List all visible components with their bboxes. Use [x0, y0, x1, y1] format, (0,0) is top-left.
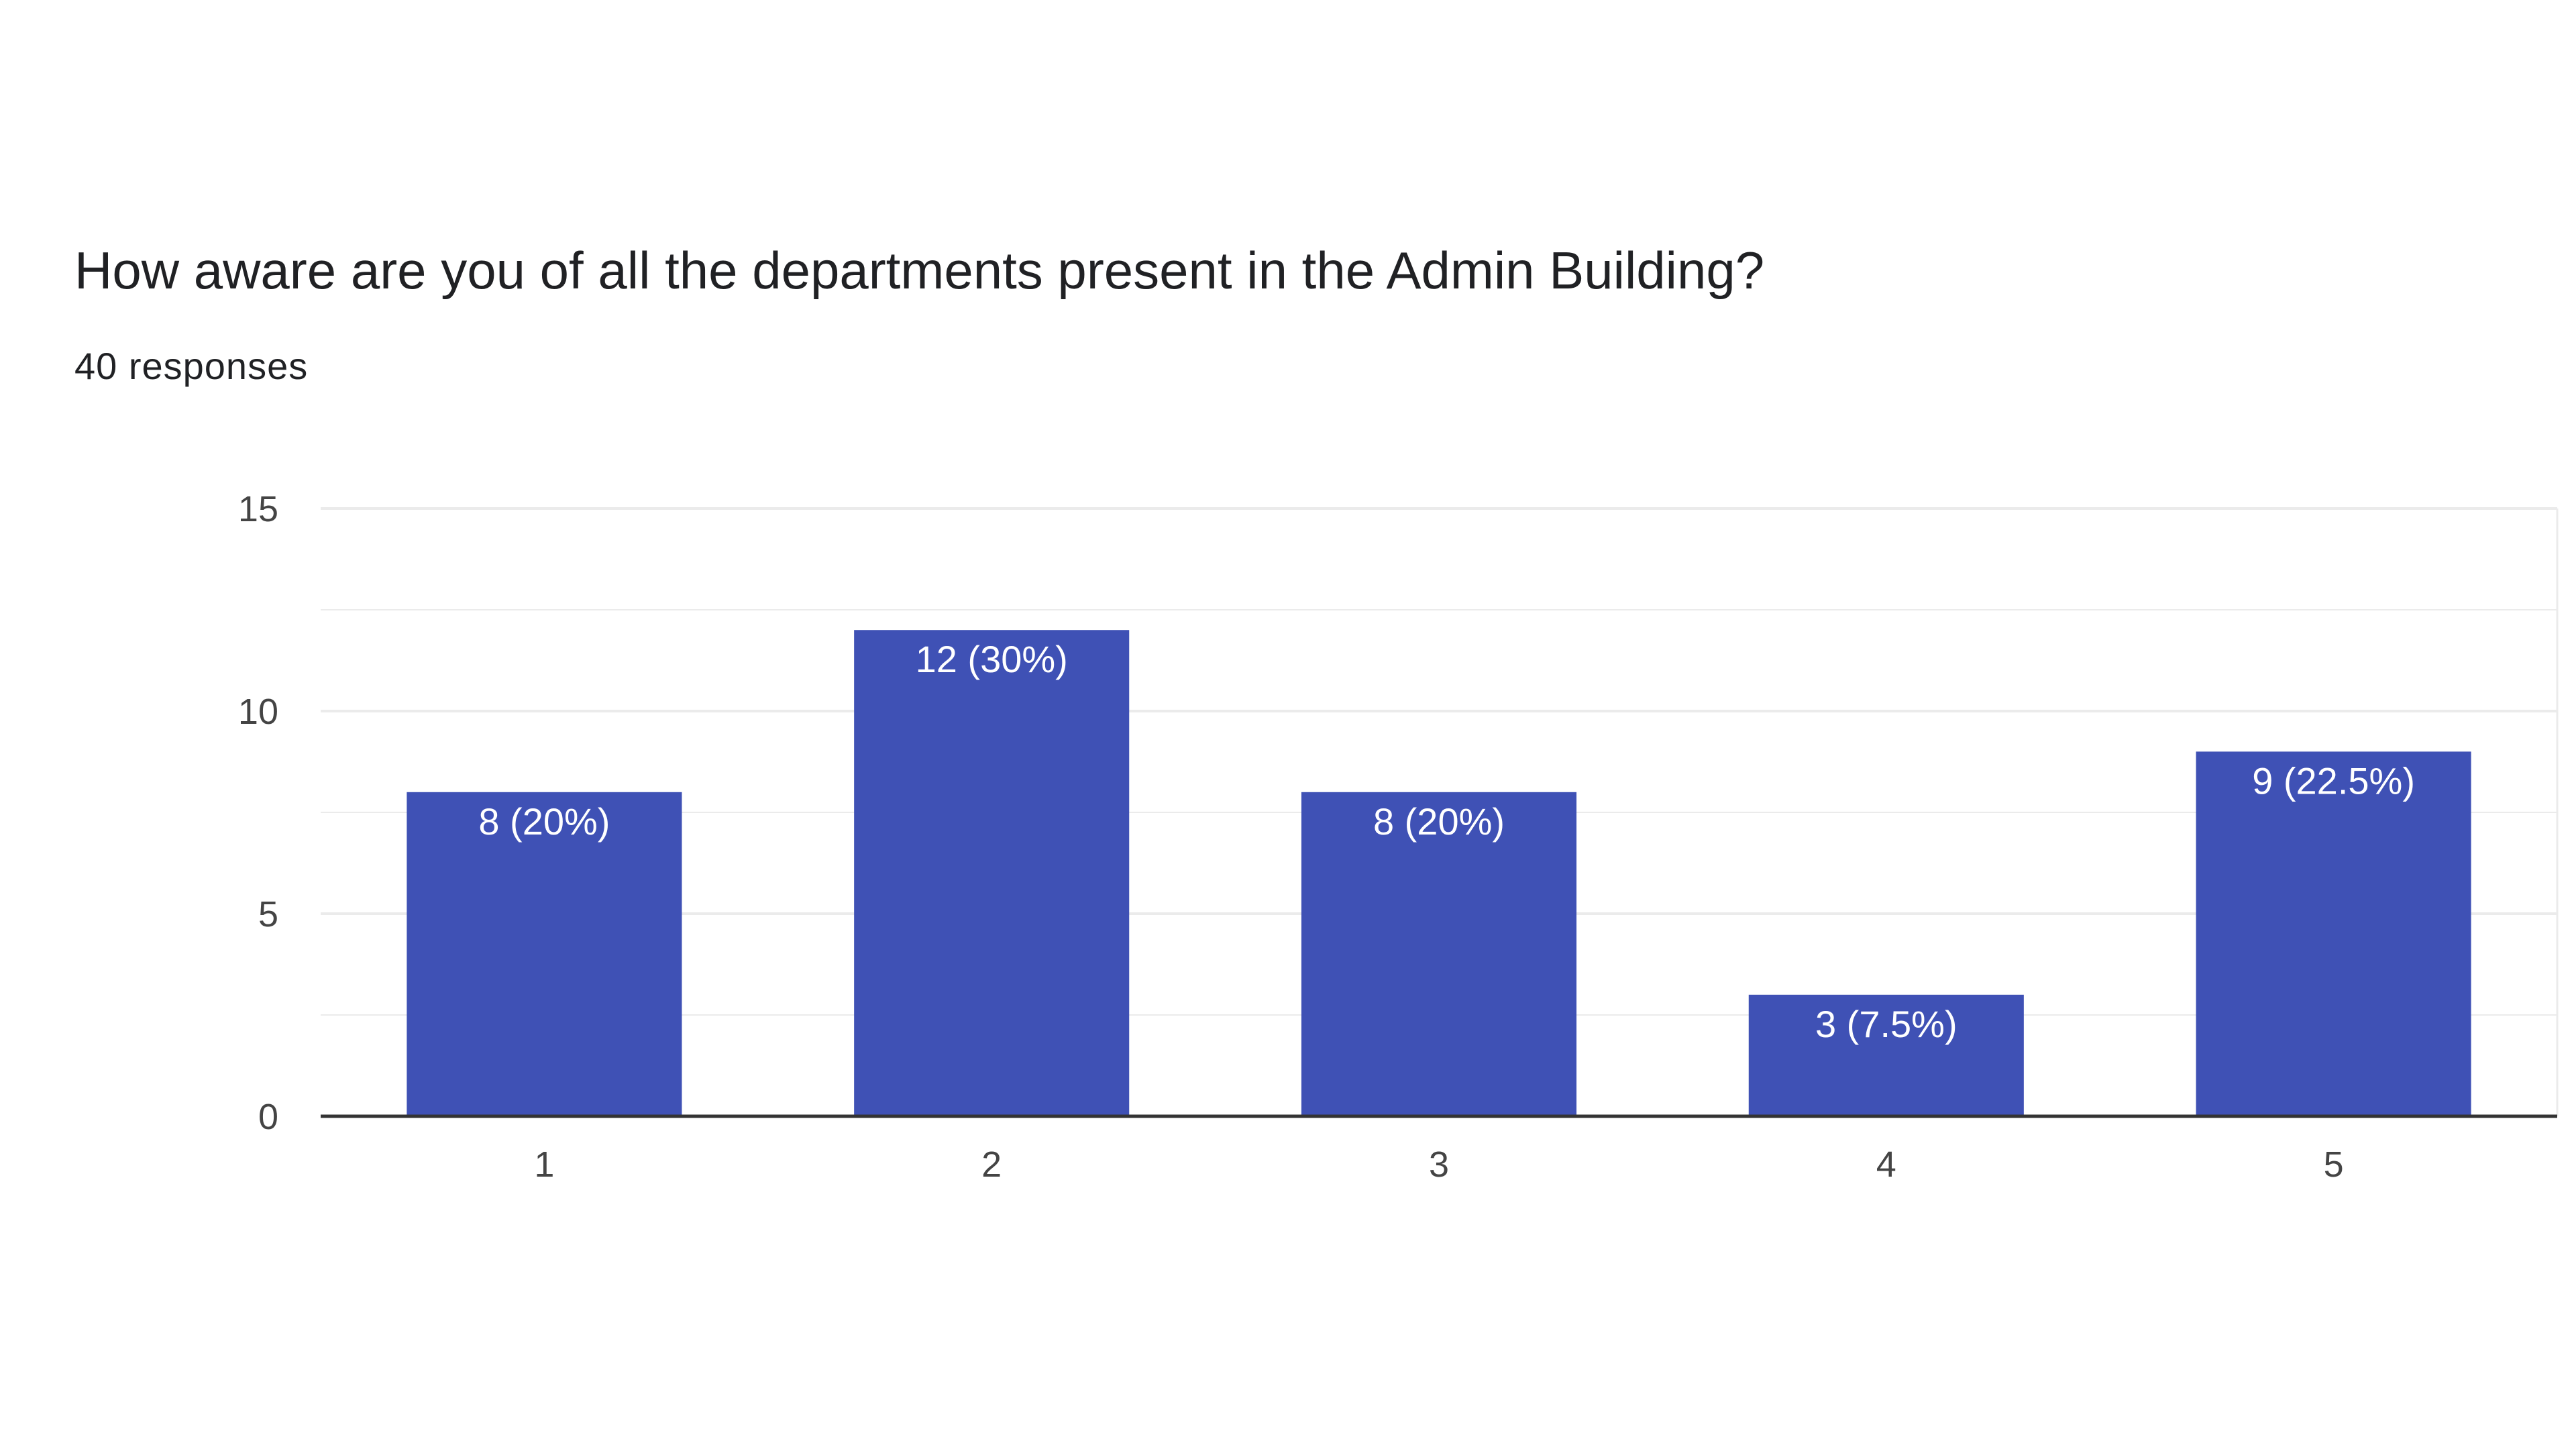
response-count: 40 responses: [74, 345, 309, 387]
bar-4: [1748, 994, 2024, 1116]
bar-data-label: 8 (20%): [1373, 800, 1505, 843]
y-tick-label: 15: [238, 489, 278, 529]
x-tick-label: 5: [2324, 1144, 2344, 1185]
bar-data-label: 8 (20%): [478, 800, 610, 843]
x-tick-label: 1: [534, 1144, 554, 1185]
bar-data-label: 12 (30%): [916, 638, 1068, 680]
x-tick-label: 2: [981, 1144, 1002, 1185]
bar-2: [854, 630, 1130, 1116]
axes: 0 5 10 15 1 2 3 4 5: [238, 489, 2557, 1185]
bars: 8 (20%) 12 (30%) 8 (20%) 3 (7.5%) 9 (22.5%): [407, 630, 2471, 1116]
y-tick-label: 10: [238, 692, 278, 732]
x-tick-label: 3: [1429, 1144, 1449, 1185]
y-tick-label: 0: [258, 1097, 278, 1137]
question-title: How aware are you of all the departments…: [74, 241, 1765, 300]
x-tick-label: 4: [1876, 1144, 1896, 1185]
bar-5: [2196, 751, 2471, 1116]
y-tick-label: 5: [258, 894, 278, 934]
bar-3: [1301, 792, 1577, 1116]
bar-1: [407, 792, 682, 1116]
bar-data-label: 3 (7.5%): [1815, 1003, 1957, 1045]
bar-data-label: 9 (22.5%): [2252, 759, 2415, 802]
